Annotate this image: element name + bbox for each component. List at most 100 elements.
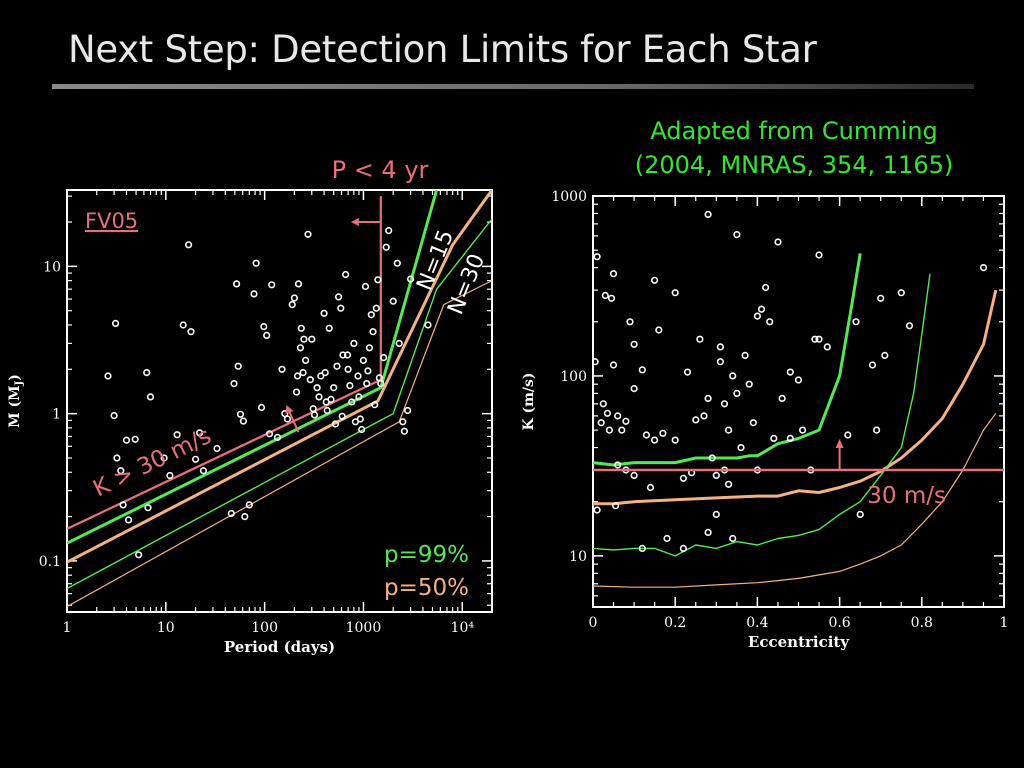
y-tick-label: 0.1	[39, 554, 61, 570]
planet-point	[663, 534, 671, 543]
planet-point	[724, 480, 733, 488]
k-threshold-label: 30 m/s	[867, 483, 946, 509]
planet-point	[609, 270, 618, 278]
planet-point	[823, 343, 831, 351]
planet-point	[399, 418, 407, 426]
planet-point	[290, 294, 299, 302]
planet-point	[737, 444, 745, 452]
planet-point	[245, 501, 253, 509]
planet-point	[355, 393, 363, 401]
planet-point	[342, 270, 350, 279]
planet-point	[729, 372, 737, 380]
planet-point	[296, 344, 305, 352]
planet-point	[297, 324, 305, 332]
planet-point	[179, 321, 187, 329]
planet-point	[306, 376, 314, 384]
planet-point	[712, 510, 720, 519]
planet-point	[292, 388, 301, 396]
planet-point	[320, 309, 328, 317]
planet-point	[293, 372, 302, 380]
planet-point	[263, 331, 271, 340]
planet-point	[770, 434, 778, 443]
planet-point	[733, 231, 741, 239]
x-tick-label: 1	[63, 620, 72, 636]
p50-label: p=50%	[384, 575, 469, 601]
planet-point	[679, 544, 688, 553]
planet-point	[309, 405, 317, 413]
limit-curve-green-3	[67, 218, 492, 590]
planet-point	[749, 419, 757, 427]
planet-point	[811, 335, 819, 343]
planet-point	[407, 275, 415, 283]
planet-point	[374, 276, 382, 284]
planet-point	[199, 467, 207, 475]
title-divider	[52, 84, 974, 89]
planet-point	[778, 394, 786, 403]
plot-frame	[592, 195, 1005, 608]
planet-point	[294, 280, 303, 288]
planet-point	[729, 534, 737, 543]
planet-point	[704, 210, 712, 218]
planet-point	[363, 380, 371, 388]
planet-point	[361, 282, 370, 291]
k-threshold-arrowhead	[835, 439, 844, 449]
planet-point	[122, 436, 131, 444]
planet-point	[603, 409, 612, 417]
planet-point	[638, 366, 646, 374]
planet-point	[344, 365, 352, 373]
planet-point	[325, 324, 333, 332]
planet-point	[310, 411, 319, 419]
planet-point	[877, 294, 885, 302]
planet-point	[774, 238, 782, 246]
planet-point	[716, 358, 725, 366]
planet-point	[671, 289, 679, 297]
y-tick-label: 100	[560, 369, 587, 385]
planet-point	[642, 431, 651, 439]
planet-point	[979, 264, 988, 272]
planet-point	[679, 474, 688, 482]
x-tick-label: 1	[1000, 615, 1009, 631]
slide-title: Next Step: Detection Limits for Each Sta…	[68, 28, 817, 71]
limit-curve-orange-3	[593, 412, 997, 588]
x-tick-label: 0.2	[664, 615, 686, 631]
planet-point	[630, 340, 638, 348]
planet-point	[712, 471, 720, 480]
planet-point	[313, 384, 321, 392]
y-tick-label: 1	[52, 407, 61, 423]
x-tick-label: 1000	[346, 620, 382, 636]
planet-point	[815, 251, 823, 259]
planet-point	[321, 369, 329, 377]
limit-curve-orange-4	[67, 280, 492, 608]
planet-point	[327, 395, 335, 404]
planet-point	[692, 416, 700, 424]
x-tick-label: 10	[157, 620, 175, 636]
planet-point	[798, 426, 807, 434]
limit-curve-green-2	[593, 273, 931, 557]
planet-point	[704, 528, 712, 537]
planet-point	[611, 502, 620, 510]
planet-point	[111, 319, 120, 328]
planet-point	[786, 434, 794, 443]
planet-point	[601, 291, 609, 300]
planet-point	[597, 419, 605, 427]
planet-point	[872, 426, 881, 434]
planet-point	[844, 431, 852, 439]
planet-point	[389, 297, 397, 305]
planet-point	[333, 362, 341, 370]
planet-point	[317, 372, 325, 380]
planet-point	[659, 429, 667, 437]
planet-point	[404, 406, 412, 415]
planet-point	[234, 362, 242, 370]
x-axis-label: Eccentricity	[748, 633, 850, 651]
planet-point	[720, 400, 729, 408]
planet-point	[393, 259, 401, 267]
fv05-label: FV05	[85, 209, 138, 233]
planet-point	[626, 318, 634, 326]
planet-point	[346, 382, 354, 390]
planet-point	[230, 380, 238, 388]
planet-point	[302, 356, 310, 365]
planet-point	[125, 516, 133, 524]
planet-point	[265, 430, 274, 438]
period-cut-label: P < 4 yr	[332, 156, 429, 184]
planet-point	[400, 427, 409, 435]
